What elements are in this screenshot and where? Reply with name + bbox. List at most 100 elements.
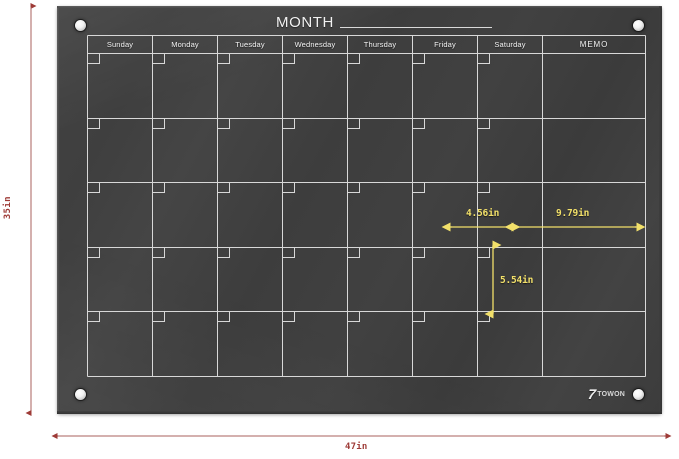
board-edge-bottom	[57, 411, 662, 414]
weekday-header-row: Sunday Monday Tuesday Wednesday Thursday…	[88, 36, 645, 54]
date-number-box	[88, 118, 100, 129]
date-number-box	[478, 54, 490, 64]
date-number-box	[153, 247, 165, 258]
date-number-box	[348, 54, 360, 64]
date-number-box	[88, 312, 100, 323]
dimension-arrow-board-height	[25, 3, 37, 416]
day-cell	[413, 247, 478, 312]
day-cell	[153, 247, 218, 312]
month-label: MONTH	[276, 14, 334, 31]
week-row	[88, 312, 645, 376]
date-number-box	[413, 247, 425, 258]
column-header-monday: Monday	[153, 36, 218, 53]
date-number-box	[153, 183, 165, 194]
day-cell	[478, 183, 543, 247]
day-cell	[413, 118, 478, 183]
day-cell	[88, 312, 153, 376]
dimension-arrow-board-width	[51, 433, 672, 439]
day-cell	[88, 183, 153, 247]
day-cell	[348, 247, 413, 312]
date-number-box	[88, 183, 100, 194]
date-number-box	[153, 54, 165, 64]
day-cell	[348, 312, 413, 376]
board-edge-right	[659, 6, 662, 414]
memo-cell	[543, 312, 645, 376]
date-number-box	[283, 54, 295, 64]
date-number-box	[153, 312, 165, 323]
month-write-in-line	[340, 27, 492, 28]
seven-mark-icon: 7	[586, 386, 597, 402]
day-cell	[413, 54, 478, 118]
date-number-box	[218, 312, 230, 323]
day-cell	[283, 247, 348, 312]
date-number-box	[153, 118, 165, 129]
column-header-sunday: Sunday	[88, 36, 153, 53]
date-number-box	[283, 118, 295, 129]
dimension-label-board-height: 35in	[3, 196, 13, 220]
week-row	[88, 118, 645, 184]
date-number-box	[478, 247, 490, 258]
date-number-box	[348, 118, 360, 129]
day-cell	[218, 118, 283, 183]
date-number-box	[478, 118, 490, 129]
column-header-tuesday: Tuesday	[218, 36, 283, 53]
date-number-box	[218, 54, 230, 64]
brand-wordmark: TOWON	[597, 391, 625, 398]
dimension-arrow-memo-width	[504, 222, 646, 232]
day-cell	[283, 118, 348, 183]
week-row	[88, 247, 645, 313]
day-cell	[478, 312, 543, 376]
board-surface	[57, 6, 662, 414]
date-number-box	[348, 247, 360, 258]
date-number-box	[283, 183, 295, 194]
day-cell	[348, 183, 413, 247]
date-number-box	[413, 54, 425, 64]
day-cell	[88, 118, 153, 183]
dimension-label-cell-width: 4.56in	[466, 208, 500, 219]
memo-cell	[543, 248, 645, 312]
dimension-label-cell-height: 5.54in	[500, 275, 534, 286]
day-cell	[153, 312, 218, 376]
dimension-arrow-cell-height	[484, 240, 502, 319]
mounting-hole-top-right	[633, 20, 644, 31]
mounting-hole-top-left	[75, 20, 86, 31]
column-header-thursday: Thursday	[348, 36, 413, 53]
column-header-wednesday: Wednesday	[283, 36, 348, 53]
memo-cell	[543, 119, 645, 183]
day-cell	[153, 183, 218, 247]
date-number-box	[88, 54, 100, 64]
date-number-box	[283, 312, 295, 323]
day-cell	[283, 312, 348, 376]
day-cell	[88, 247, 153, 312]
date-number-box	[413, 312, 425, 323]
board-edge-top	[57, 6, 662, 8]
date-number-box	[478, 183, 490, 194]
week-row	[88, 54, 645, 119]
date-number-box	[348, 312, 360, 323]
day-cell	[218, 54, 283, 118]
memo-cell	[543, 54, 645, 118]
day-cell	[218, 247, 283, 312]
mounting-hole-bottom-right	[633, 389, 644, 400]
dimension-label-board-width: 47in	[345, 442, 368, 452]
date-number-box	[283, 247, 295, 258]
day-cell	[218, 183, 283, 247]
date-number-box	[88, 247, 100, 258]
day-cell	[413, 183, 478, 247]
week-row	[88, 183, 645, 248]
date-number-box	[348, 183, 360, 194]
day-cell	[478, 247, 543, 312]
dimension-arrow-cell-width	[441, 222, 521, 232]
day-cell	[153, 54, 218, 118]
column-header-saturday: Saturday	[478, 36, 543, 53]
brand-logo: 7 TOWON	[586, 386, 626, 402]
day-cell	[413, 312, 478, 376]
date-number-box	[413, 183, 425, 194]
day-cell	[348, 118, 413, 183]
column-header-memo: MEMO	[579, 40, 609, 49]
date-number-box	[218, 118, 230, 129]
board-edge-left	[57, 6, 60, 414]
calendar-grid: Sunday Monday Tuesday Wednesday Thursday…	[87, 35, 646, 377]
day-cell	[478, 118, 543, 183]
day-cell	[153, 118, 218, 183]
